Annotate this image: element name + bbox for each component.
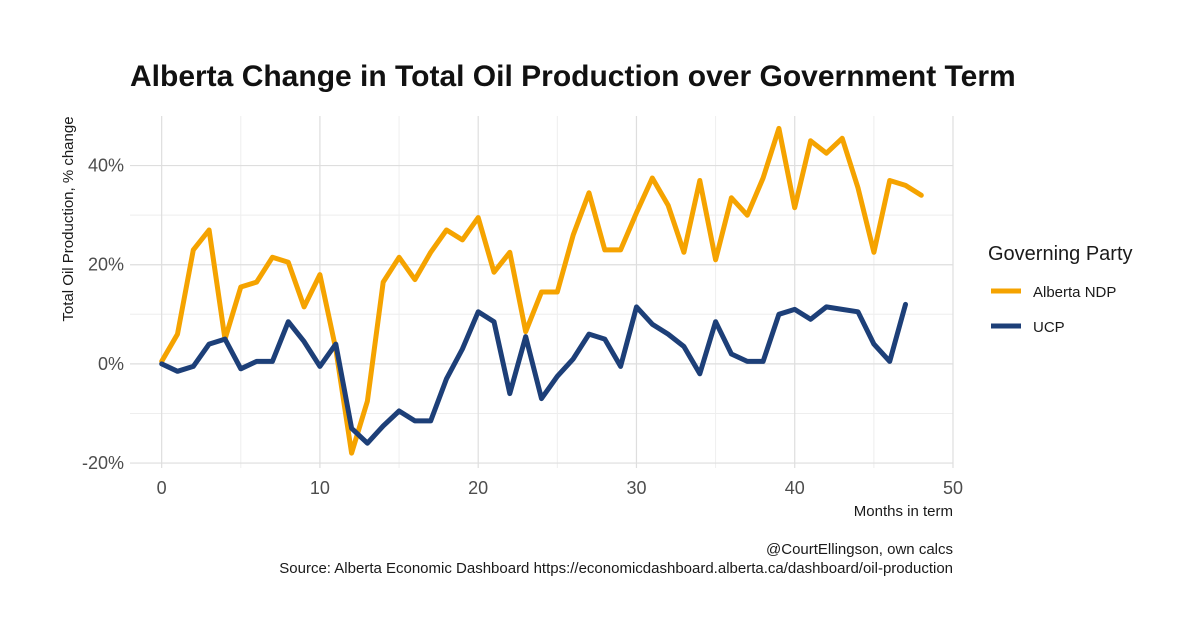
x-axis-label: Months in term xyxy=(854,503,953,520)
legend-label-alberta-ndp: Alberta NDP xyxy=(1033,284,1116,301)
grid-lines xyxy=(130,116,954,468)
y-tick-label: 20% xyxy=(88,255,124,275)
x-tick-label: 0 xyxy=(157,478,167,498)
y-axis-label: Total Oil Production, % change xyxy=(60,116,77,321)
series-line-ucp xyxy=(159,301,908,446)
y-tick-label: 40% xyxy=(88,156,124,176)
y-tick-labels: -20% 0% 20% 40% xyxy=(82,156,124,473)
series-lines xyxy=(159,125,924,456)
y-tick-label: -20% xyxy=(82,453,124,473)
series-line-alberta-ndp xyxy=(159,125,924,456)
x-tick-label: 20 xyxy=(468,478,488,498)
x-tick-label: 10 xyxy=(310,478,330,498)
x-tick-label: 50 xyxy=(943,478,963,498)
caption-credit: @CourtEllingson, own calcs xyxy=(766,541,953,558)
legend-label-ucp: UCP xyxy=(1033,319,1065,336)
x-tick-label: 30 xyxy=(626,478,646,498)
caption-source: Source: Alberta Economic Dashboard https… xyxy=(279,560,953,577)
legend: Governing Party Alberta NDP UCP xyxy=(988,243,1133,336)
legend-title: Governing Party xyxy=(988,243,1133,265)
y-tick-label: 0% xyxy=(98,354,124,374)
x-tick-label: 40 xyxy=(785,478,805,498)
chart-title: Alberta Change in Total Oil Production o… xyxy=(130,60,1016,93)
x-tick-labels: 0 10 20 30 40 50 xyxy=(157,478,963,498)
